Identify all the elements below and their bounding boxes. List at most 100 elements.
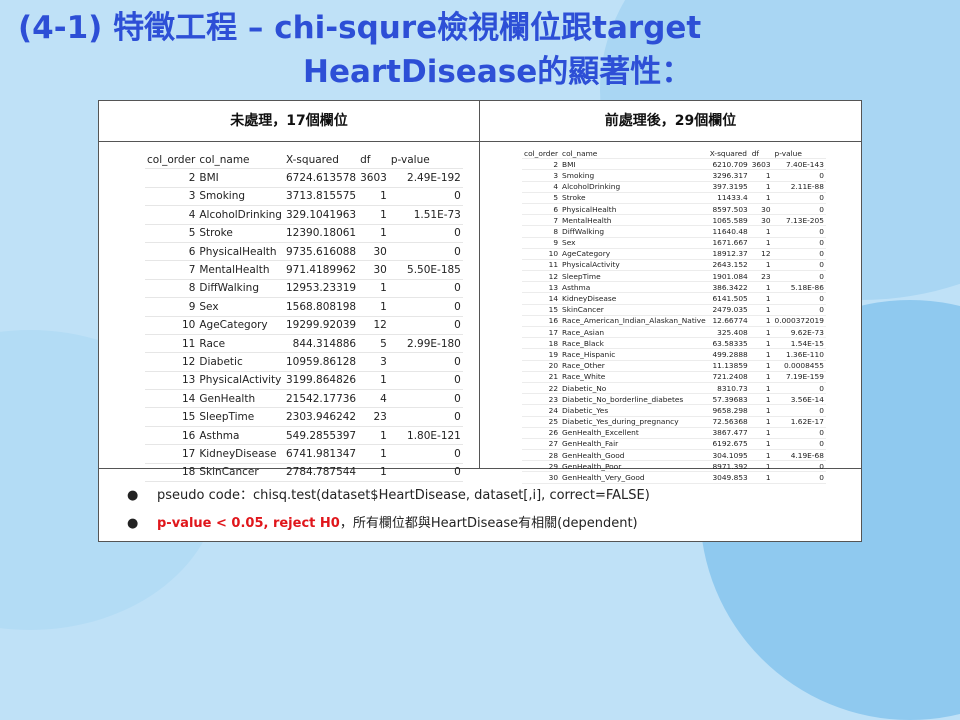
cell-df: 1 [749,192,773,204]
cell-x-squared: 63.58335 [707,337,750,350]
cell-col-order: 6 [522,203,561,216]
cell-col-order: 5 [522,192,561,204]
cell-col-name: Race_Other [560,360,708,372]
cell-col-order: 15 [522,304,561,316]
column-header: df [749,148,773,160]
cell-col-name: MentalHealth [560,214,708,227]
left-panel-heading: 未處理，17個欄位 [99,101,480,142]
left-chisq-table: col_order col_name X-squared df p-value 2 BMI 6… [145,151,463,483]
cell-x-squared: 325.408 [707,326,750,339]
cell-p-value: 1.36E-110 [772,348,826,361]
cell-col-order: 5 [145,224,198,243]
cell-x-squared: 3867.477 [707,427,750,439]
slide-title: (4-1) 特徵工程 – chi-squre檢視欄位跟target HeartD… [18,6,948,94]
cell-col-name: PhysicalActivity [197,371,284,391]
conclusion-highlight: p-value < 0.05, reject H0 [157,516,340,531]
cell-col-name: GenHealth_Very_Good [560,471,708,484]
table-row: 18 Race_Black 63.58335 1 1.54E-15 [522,337,826,350]
cell-x-squared: 329.1041963 [283,205,359,225]
cell-p-value: 0 [388,316,463,335]
cell-col-name: MentalHealth [197,260,284,280]
column-header: col_name [560,148,708,160]
table-row: 27 GenHealth_Fair 6192.675 1 0 [522,438,826,451]
cell-col-order: 11 [145,334,198,354]
cell-x-squared: 11640.48 [707,225,750,238]
cell-df: 1 [749,292,773,305]
table-row: 19 Race_Hispanic 499.2888 1 1.36E-110 [522,348,826,361]
conclusion-text: ，所有欄位都與HeartDisease有相關(dependent) [339,516,638,531]
cell-x-squared: 2479.035 [707,304,750,316]
cell-df: 3603 [749,158,773,171]
cell-col-order: 2 [522,158,561,171]
cell-df: 1 [749,348,773,361]
cell-x-squared: 21542.17736 [283,389,359,409]
cell-x-squared: 57.39683 [707,393,750,406]
cell-col-name: Race_American_Indian_Alaskan_Native [560,315,708,328]
comparison-panel: 未處理，17個欄位 前處理後，29個欄位 col_order col_name X-… [98,100,862,542]
cell-col-order: 13 [145,371,198,391]
column-header: col_order [145,151,198,170]
cell-col-order: 10 [145,316,198,335]
cell-col-name: Race [197,334,284,354]
cell-p-value: 0 [772,225,826,238]
column-header: p-value [388,151,463,170]
cell-df: 1 [749,438,773,451]
table-row: 14 GenHealth 21542.17736 4 0 [145,389,463,409]
cell-p-value: 7.13E-205 [772,214,826,227]
cell-p-value: 7.40E-143 [772,158,826,171]
cell-col-order: 11 [522,259,561,272]
cell-p-value: 0 [388,463,463,483]
cell-col-name: GenHealth_Fair [560,438,708,451]
cell-p-value: 0 [388,187,463,207]
cell-col-order: 8 [145,279,198,299]
cell-x-squared: 12390.18061 [283,224,359,243]
column-header: df [358,151,389,170]
cell-col-name: DiffWalking [197,279,284,299]
cell-col-order: 3 [522,169,561,182]
cell-col-order: 14 [522,292,561,305]
cell-p-value: 0 [388,279,463,299]
pseudo-code-text: pseudo code：chisq.test(dataset$HeartDise… [157,488,650,503]
table-row: 29 GenHealth_Poor 8971.392 1 0 [522,460,826,473]
cell-df: 1 [358,187,389,207]
cell-col-order: 23 [522,393,561,406]
bullet-icon: ● [127,516,139,531]
cell-col-order: 19 [522,348,561,361]
cell-col-name: Diabetic_No [560,382,708,395]
cell-x-squared: 6741.981347 [283,444,359,464]
cell-col-order: 12 [522,270,561,283]
cell-x-squared: 11.13859 [707,360,750,372]
cell-col-name: KidneyDisease [197,444,284,464]
cell-col-order: 17 [145,444,198,464]
cell-df: 1 [749,382,773,395]
table-row: 24 Diabetic_Yes 9658.298 1 0 [522,404,826,417]
cell-col-name: Smoking [560,169,708,182]
column-header: col_name [197,151,284,170]
cell-col-order: 21 [522,371,561,383]
column-header: X-squared [283,151,359,170]
cell-p-value: 9.62E-73 [772,326,826,339]
cell-p-value: 0 [772,270,826,283]
cell-df: 1 [749,393,773,406]
table-row: 6 PhysicalHealth 9735.616088 30 0 [145,242,463,262]
cell-df: 1 [749,259,773,272]
cell-col-name: KidneyDisease [560,292,708,305]
cell-col-name: Smoking [197,187,284,207]
cell-p-value: 0 [772,169,826,182]
table-row: 10 AgeCategory 19299.92039 12 0 [145,316,463,335]
cell-x-squared: 1568.808198 [283,297,359,317]
table-row: 21 Race_White 721.2408 1 7.19E-159 [522,371,826,383]
table-row: 17 KidneyDisease 6741.981347 1 0 [145,444,463,464]
cell-x-squared: 6192.675 [707,438,750,451]
row-divider [99,468,861,469]
cell-col-name: Race_Hispanic [560,348,708,361]
table-row: 20 Race_Other 11.13859 1 0.0008455 [522,360,826,372]
cell-x-squared: 3199.864826 [283,371,359,391]
cell-df: 12 [358,316,389,335]
cell-col-order: 28 [522,449,561,462]
cell-x-squared: 2643.152 [707,259,750,272]
cell-p-value: 0 [388,224,463,243]
cell-col-name: Race_Asian [560,326,708,339]
cell-col-order: 4 [522,181,561,193]
cell-p-value: 0 [772,460,826,473]
